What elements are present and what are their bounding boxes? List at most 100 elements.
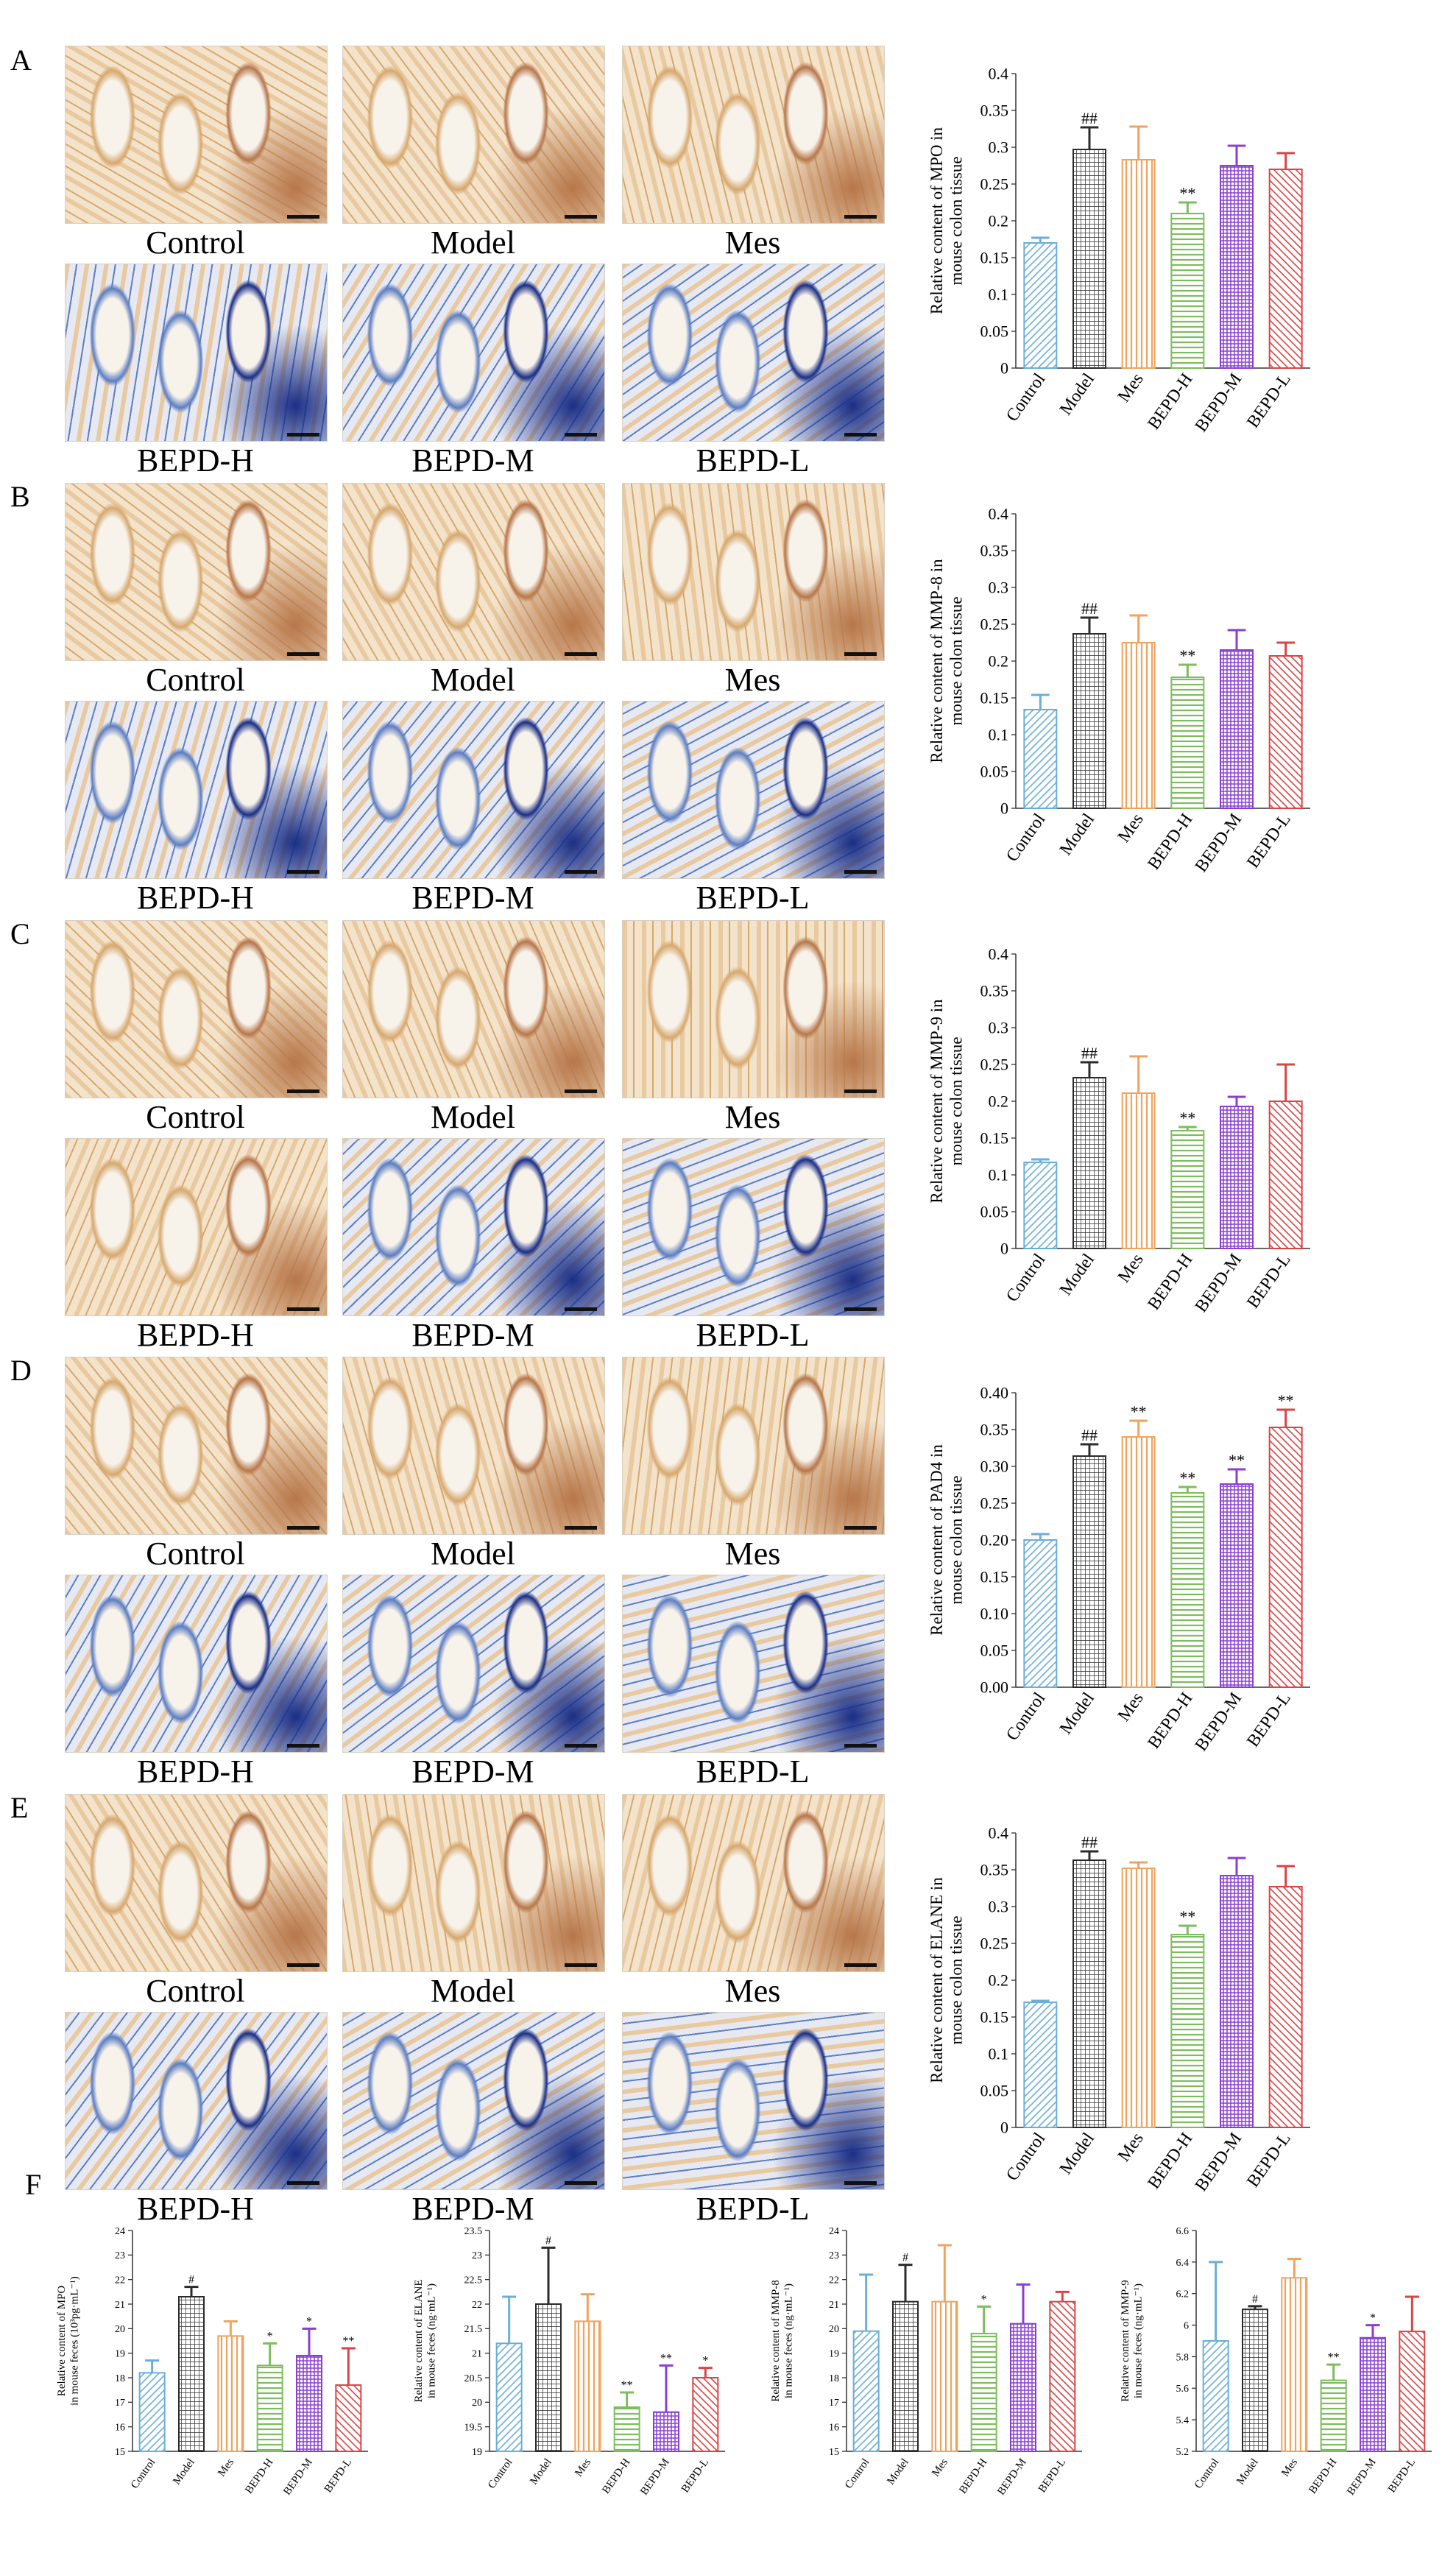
x-tick-label: Control: [1003, 1250, 1050, 1305]
micrograph-label-control: Control: [146, 662, 245, 698]
micrograph-e-control: [65, 1794, 328, 1972]
x-tick-label: BEPD-H: [1144, 370, 1196, 434]
significance-mark: #: [1252, 2293, 1258, 2306]
scale-bar: [565, 1526, 597, 1530]
micrograph-label-bepd-l: BEPD-L: [696, 1753, 810, 1790]
scale-bar: [287, 870, 319, 874]
y-tick-label: 17: [115, 2398, 125, 2409]
micrograph-label-control: Control: [146, 225, 245, 261]
y-tick-label: 23: [829, 2250, 839, 2261]
y-axis-label: Relative content of ELANE inmouse colon …: [927, 1877, 965, 2083]
bar-bepd-l: [335, 2384, 362, 2452]
y-axis-label: Relative content of MPOin mouse feces (1…: [56, 2276, 80, 2406]
micrograph-label-model: Model: [431, 1099, 515, 1135]
micrograph-label-mes: Mes: [724, 225, 781, 261]
x-tick-label: BEPD-M: [1192, 1251, 1245, 1316]
x-tick-label: BEPD-H: [1144, 1689, 1196, 1753]
x-tick-label: Control: [129, 2456, 158, 2491]
y-tick-label: 21.5: [464, 2324, 483, 2335]
y-tick-label: 0.3: [989, 1019, 1009, 1037]
x-tick-label: BEPD-M: [1192, 810, 1245, 876]
y-tick-label: 0.1: [989, 1166, 1009, 1184]
panel-letter-a: A: [10, 43, 32, 77]
y-tick-label: 0.10: [980, 1605, 1009, 1623]
y-tick-label: 5.2: [1176, 2447, 1190, 2458]
scale-bar: [287, 652, 319, 656]
y-tick-label: 16: [829, 2423, 839, 2434]
scale-bar: [844, 433, 877, 437]
significance-mark: ##: [1081, 1833, 1098, 1851]
micrograph-label-bepd-m: BEPD-M: [411, 880, 534, 916]
panel-letter-d: D: [10, 1354, 32, 1387]
y-tick-label: 0.05: [980, 1203, 1009, 1221]
y-tick-label: 5.4: [1176, 2415, 1190, 2426]
micrograph-b-bepd-l: [622, 701, 885, 879]
y-tick-label: 0.15: [980, 249, 1009, 267]
bar-bepd-l: [1399, 2331, 1426, 2452]
chart-e-elane-colon: 0 0.05 0.1 0.15 0.2 0.25 0.3 0.35 0.4 Relative co…: [927, 1824, 1310, 2195]
scale-bar: [287, 1089, 319, 1093]
y-tick-label: 21: [829, 2300, 839, 2311]
y-tick-label: 5.8: [1176, 2352, 1190, 2363]
micrograph-label-bepd-l: BEPD-L: [696, 2191, 810, 2227]
bar-bepd-m: [653, 2411, 679, 2452]
significance-mark: ##: [1081, 109, 1098, 127]
scale-bar: [565, 1089, 597, 1093]
y-tick-label: 0.15: [980, 689, 1009, 707]
micrograph-c-bepd-l: [622, 1138, 885, 1316]
x-tick-label: Control: [1003, 2129, 1050, 2184]
y-tick-label: 0.30: [980, 1458, 1009, 1476]
y-tick-label: 0.1: [989, 726, 1009, 744]
bar-mes: [1121, 159, 1156, 369]
scale-bar: [287, 1526, 319, 1530]
micrograph-label-bepd-m: BEPD-M: [411, 442, 534, 478]
y-tick-label: 19: [472, 2447, 482, 2458]
y-tick-label: 0.2: [989, 652, 1009, 671]
y-tick-label: 0: [1000, 1240, 1008, 1258]
bar-bepd-h: [970, 2333, 997, 2452]
bar-bepd-h: [613, 2406, 640, 2452]
y-tick-label: 0.1: [989, 286, 1009, 304]
bar-mes: [1121, 642, 1156, 809]
x-tick-label: Mes: [1114, 1689, 1148, 1726]
scale-bar: [287, 1963, 319, 1967]
x-tick-label: Model: [1056, 1250, 1098, 1299]
chart-plot-F3: 15 16 17 18 19 20 21 22 23 24 Relative content of …: [770, 2226, 1082, 2498]
x-tick-label: Control: [1192, 2456, 1221, 2491]
scale-bar: [844, 870, 877, 874]
bar-bepd-l: [1268, 1427, 1303, 1688]
bar-bepd-l: [1268, 1886, 1303, 2128]
x-tick-label: Control: [1003, 1689, 1050, 1744]
bar-control: [1023, 709, 1058, 809]
micrograph-b-bepd-m: [342, 701, 605, 879]
x-tick-label: BEPD-M: [638, 2456, 672, 2498]
x-tick-label: BEPD-L: [1243, 2130, 1294, 2191]
micrograph-c-bepd-m: [342, 1138, 605, 1316]
bar-mes: [1121, 1092, 1156, 1249]
x-tick-label: BEPD-L: [1036, 2456, 1068, 2495]
x-tick-label: BEPD-M: [281, 2456, 315, 2498]
micrograph-label-bepd-l: BEPD-L: [696, 1317, 810, 1353]
bar-bepd-m: [296, 2355, 322, 2452]
bar-control: [495, 2342, 523, 2452]
y-tick-label: 0.3: [989, 1898, 1009, 1916]
y-tick-label: 0.25: [980, 1056, 1009, 1074]
y-axis-label: Relative content of MMP-8in mouse feces …: [770, 2280, 794, 2401]
y-tick-label: 15: [115, 2447, 125, 2458]
y-tick-label: 18: [829, 2373, 839, 2384]
scale-bar: [287, 1744, 319, 1748]
bar-bepd-h: [1170, 677, 1205, 809]
bar-bepd-h: [1170, 1492, 1205, 1688]
x-tick-label: BEPD-L: [679, 2456, 711, 2495]
bar-bepd-h: [1170, 1130, 1205, 1249]
panel-letter-b: B: [10, 480, 30, 513]
y-tick-label: 0.2: [989, 1971, 1009, 1990]
scale-bar: [844, 1963, 877, 1967]
micrograph-d-control: [65, 1357, 328, 1535]
x-tick-label: Control: [1003, 810, 1050, 865]
y-tick-label: 0.3: [989, 138, 1009, 157]
panel-letter-f: F: [25, 2168, 42, 2201]
bar-mes: [1281, 2277, 1308, 2452]
y-tick-label: 0.35: [980, 982, 1009, 1000]
y-tick-label: 23: [115, 2250, 125, 2261]
